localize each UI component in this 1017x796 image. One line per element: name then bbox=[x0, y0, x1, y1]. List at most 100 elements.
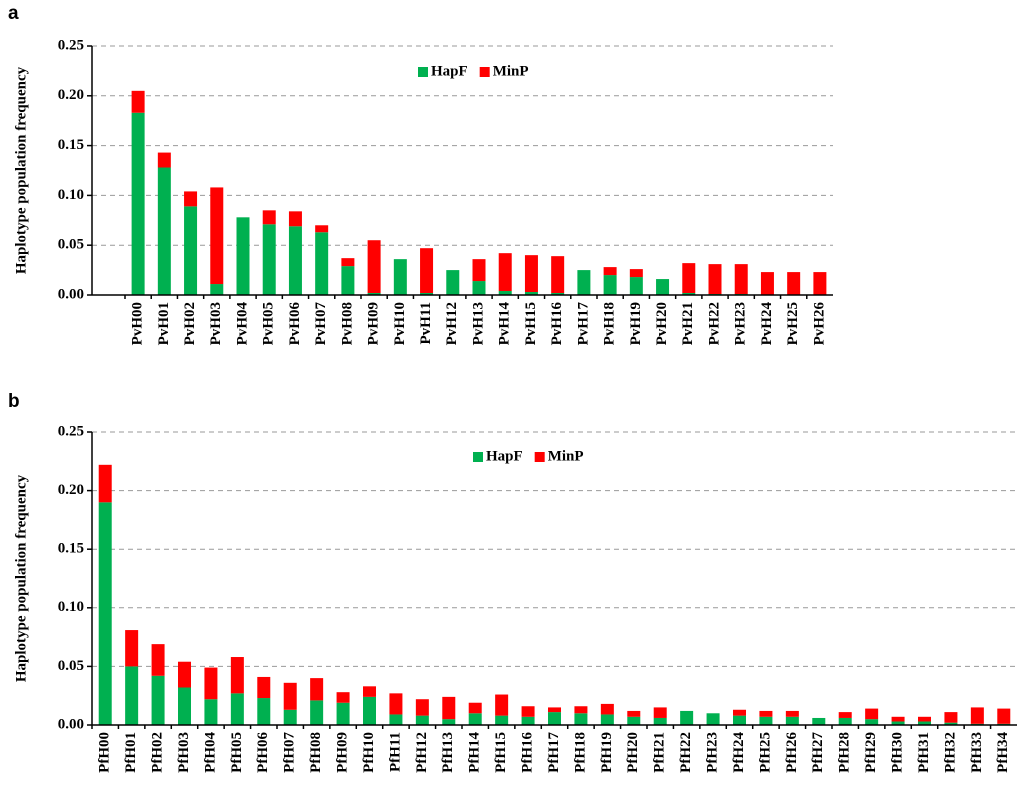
x-tick-label: PfH07 bbox=[282, 732, 298, 773]
bar-segment bbox=[603, 275, 617, 295]
x-tick-label: PfH01 bbox=[123, 732, 139, 773]
x-tick-label: PfH08 bbox=[308, 732, 324, 773]
bar-segment bbox=[551, 256, 565, 294]
bar-segment bbox=[131, 112, 145, 296]
x-tick-label: PvH10 bbox=[392, 302, 408, 345]
bar-segment bbox=[420, 248, 434, 294]
bar-segment bbox=[315, 232, 329, 295]
bar-segment bbox=[131, 90, 145, 113]
x-tick-label: PfH17 bbox=[546, 732, 562, 773]
bar-segment bbox=[367, 240, 381, 294]
x-tick-label: PfH30 bbox=[890, 732, 906, 773]
x-tick-label: PvH02 bbox=[182, 302, 198, 345]
x-tick-label: PfH02 bbox=[150, 732, 166, 773]
bar-segment bbox=[548, 707, 561, 713]
bar-segment bbox=[415, 715, 429, 725]
bar-segment bbox=[283, 709, 297, 725]
bar-segment bbox=[706, 713, 720, 725]
x-tick-label: PfH26 bbox=[784, 732, 800, 773]
bar-segment bbox=[472, 259, 486, 282]
bar-segment bbox=[210, 284, 224, 295]
bar-segment bbox=[204, 699, 218, 725]
x-tick-label: PfH28 bbox=[837, 732, 853, 773]
bar-segment bbox=[918, 721, 931, 725]
x-tick-label: PfH33 bbox=[969, 732, 985, 773]
bar-segment bbox=[363, 696, 376, 725]
bar-segment bbox=[178, 687, 191, 725]
bar-segment bbox=[627, 710, 641, 717]
x-tick-label: PvH00 bbox=[130, 302, 146, 345]
bar-segment bbox=[574, 713, 588, 725]
bar-segment bbox=[551, 293, 565, 295]
bar-segment bbox=[393, 259, 407, 295]
bar-segment bbox=[708, 264, 722, 295]
x-tick-label: PvH19 bbox=[628, 302, 644, 345]
legend-label: MinP bbox=[493, 63, 529, 79]
bar-segment bbox=[734, 264, 748, 295]
y-tick-label: 0.20 bbox=[58, 87, 84, 103]
bar-segment bbox=[521, 716, 535, 725]
y-axis-label: Haplotype population frequency bbox=[13, 474, 29, 682]
bar-segment bbox=[785, 710, 799, 717]
bar-segment bbox=[891, 721, 905, 725]
y-tick-label: 0.25 bbox=[58, 37, 84, 53]
bar-segment bbox=[262, 210, 276, 225]
bar-segment bbox=[468, 713, 482, 725]
x-tick-label: PfH00 bbox=[97, 732, 113, 773]
x-tick-label: PfH19 bbox=[599, 732, 615, 773]
bar-segment bbox=[680, 710, 694, 725]
bar-segment bbox=[838, 717, 852, 725]
legend-label: HapF bbox=[431, 63, 468, 79]
bar-segment bbox=[236, 217, 250, 295]
bar-segment bbox=[682, 293, 696, 295]
x-tick-label: PvH26 bbox=[811, 302, 827, 346]
bar-segment bbox=[759, 710, 773, 717]
bar-segment bbox=[577, 270, 591, 295]
x-tick-label: PfH05 bbox=[229, 732, 245, 773]
y-tick-label: 0.00 bbox=[58, 286, 84, 302]
bar-segment bbox=[574, 706, 588, 714]
x-tick-label: PvH20 bbox=[654, 302, 670, 345]
bar-segment bbox=[420, 293, 434, 295]
bar-segment bbox=[210, 187, 224, 285]
bar-segment bbox=[468, 702, 482, 714]
bar-segment bbox=[230, 657, 244, 694]
x-tick-label: PvH05 bbox=[261, 302, 277, 345]
x-tick-label: PfH06 bbox=[255, 732, 271, 773]
bar-segment bbox=[442, 696, 456, 720]
x-tick-label: PfH16 bbox=[520, 732, 536, 773]
bar-segment bbox=[629, 269, 643, 278]
x-tick-label: PfH18 bbox=[572, 732, 588, 773]
x-tick-label: PfH27 bbox=[810, 732, 826, 773]
x-tick-label: PfH13 bbox=[440, 732, 456, 773]
bar-segment bbox=[288, 211, 302, 227]
bar-segment bbox=[367, 293, 381, 295]
bar-segment bbox=[257, 698, 271, 725]
x-tick-label: PvH14 bbox=[497, 302, 513, 346]
bar-segment bbox=[524, 292, 538, 295]
bar-segment bbox=[98, 464, 112, 503]
bar-segment bbox=[812, 717, 826, 725]
bar-segment bbox=[733, 715, 746, 725]
y-tick-label: 0.10 bbox=[58, 599, 84, 615]
bar-segment bbox=[341, 266, 355, 295]
bar-segment bbox=[760, 272, 774, 295]
bar-segment bbox=[157, 167, 171, 295]
bar-segment bbox=[944, 712, 958, 723]
bar-segment bbox=[125, 630, 139, 667]
legend-swatch bbox=[534, 452, 545, 462]
bar-segment bbox=[442, 719, 456, 725]
x-tick-label: PfH15 bbox=[493, 732, 509, 773]
legend-label: HapF bbox=[486, 448, 523, 464]
x-tick-label: PfH32 bbox=[942, 732, 958, 773]
bar-segment bbox=[600, 714, 614, 725]
x-tick-label: PfH04 bbox=[202, 732, 218, 773]
x-tick-label: PvH16 bbox=[549, 302, 565, 346]
x-tick-label: PvH01 bbox=[156, 302, 172, 345]
y-tick-label: 0.05 bbox=[58, 237, 84, 253]
y-tick-label: 0.15 bbox=[58, 541, 84, 557]
bar-segment bbox=[446, 270, 460, 295]
x-tick-label: PfH14 bbox=[467, 732, 483, 773]
bar-segment bbox=[315, 225, 329, 233]
x-tick-label: PfH34 bbox=[995, 732, 1011, 773]
